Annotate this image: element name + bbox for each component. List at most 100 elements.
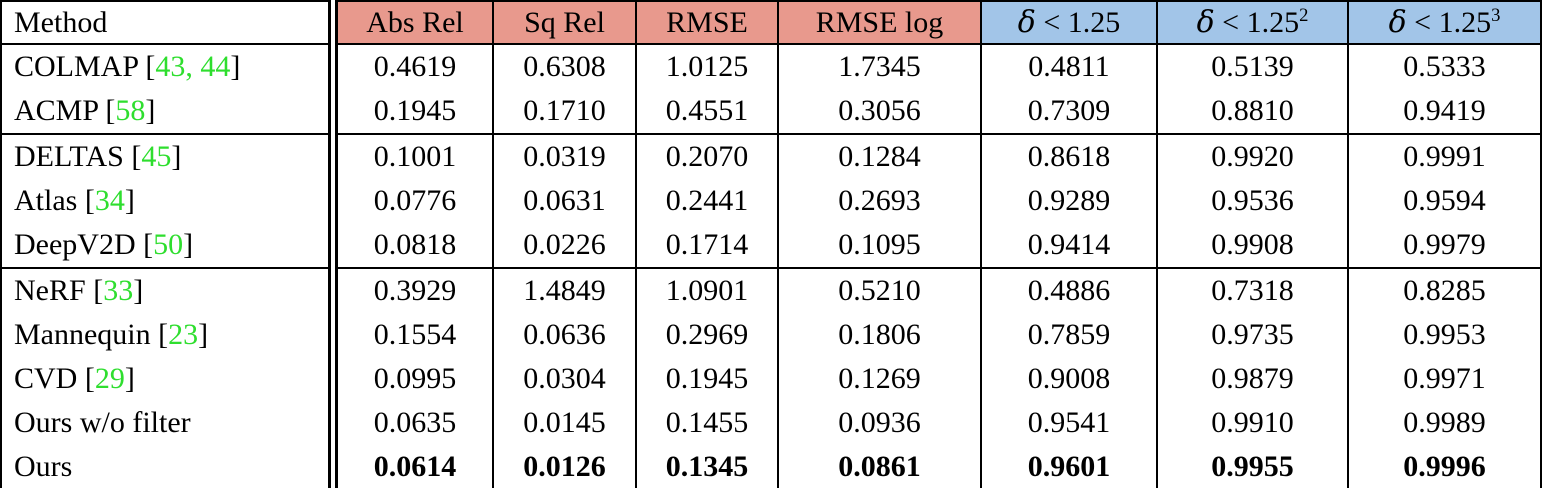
method-name: Mannequin xyxy=(14,318,151,351)
metric-value-cell: 0.4619 xyxy=(332,44,493,89)
metric-value-cell: 0.9908 xyxy=(1156,223,1348,268)
metric-value-cell: 0.9414 xyxy=(980,223,1157,268)
metric-value-cell: 0.0818 xyxy=(332,223,493,268)
column-header-method: Method xyxy=(1,1,338,45)
metric-value-cell: 0.4886 xyxy=(980,267,1157,313)
metric-value-cell: 1.7345 xyxy=(777,44,981,89)
metric-value-cell: 0.1001 xyxy=(332,133,493,179)
metric-value-cell: 0.3056 xyxy=(777,89,981,134)
citation-reference: 23 xyxy=(168,318,199,351)
metric-value-cell: 0.0995 xyxy=(332,357,493,401)
method-cell: Ours xyxy=(1,445,338,488)
citation-reference: 50 xyxy=(153,228,184,261)
metric-value-cell: 0.1945 xyxy=(332,89,493,134)
method-cell: ACMP [58] xyxy=(1,89,338,134)
metric-value-cell: 0.1269 xyxy=(777,357,981,401)
column-header-accuracy-metric: δ < 1.253 xyxy=(1347,1,1541,45)
column-header-error-metric: RMSE log xyxy=(777,1,981,45)
table-row: COLMAP [43, 44] 0.4619 0.6308 1.0125 1.7345 0… xyxy=(1,44,1541,89)
metric-value-cell: 0.0776 xyxy=(332,179,493,223)
metric-value-cell: 0.9541 xyxy=(980,401,1157,445)
metric-value-cell: 0.9735 xyxy=(1156,313,1348,357)
method-cell: Atlas [34] xyxy=(1,179,338,223)
table-header: Method Abs Rel Sq Rel RMSE RMSE log δ < 1.25 δ… xyxy=(1,1,1541,45)
table-row: Mannequin [23] 0.1554 0.0636 0.2969 0.1806 0.… xyxy=(1,313,1541,357)
metric-value-cell: 0.1284 xyxy=(777,133,981,179)
citation-reference: 33 xyxy=(103,274,134,307)
metric-value-cell: 0.0614 xyxy=(332,445,493,488)
column-header-error-metric: RMSE xyxy=(635,1,778,45)
method-name: Ours xyxy=(14,450,73,483)
method-cell: Mannequin [23] xyxy=(1,313,338,357)
method-name: Atlas xyxy=(14,184,78,217)
metric-value-cell: 0.2969 xyxy=(635,313,778,357)
metric-value-cell: 0.1455 xyxy=(635,401,778,445)
metric-value-cell: 0.9989 xyxy=(1347,401,1541,445)
method-name: COLMAP xyxy=(14,50,138,83)
metric-value-cell: 1.0125 xyxy=(635,44,778,89)
metric-value-cell: 0.3929 xyxy=(332,267,493,313)
metric-value-cell: 0.9601 xyxy=(980,445,1157,488)
metric-value-cell: 0.1714 xyxy=(635,223,778,268)
metric-value-cell: 0.0631 xyxy=(492,179,636,223)
metric-value-cell: 0.0635 xyxy=(332,401,493,445)
table-body: COLMAP [43, 44] 0.4619 0.6308 1.0125 1.7345 0… xyxy=(1,44,1541,488)
method-name: CVD xyxy=(14,362,78,395)
metric-value-cell: 0.1945 xyxy=(635,357,778,401)
column-header-accuracy-metric: δ < 1.25 xyxy=(980,1,1157,45)
metric-value-cell: 0.7318 xyxy=(1156,267,1348,313)
metric-value-cell: 0.0319 xyxy=(492,133,636,179)
metric-value-cell: 0.9996 xyxy=(1347,445,1541,488)
method-cell: CVD [29] xyxy=(1,357,338,401)
table-row: DeepV2D [50] 0.0818 0.0226 0.1714 0.1095 0.94… xyxy=(1,223,1541,268)
metric-value-cell: 0.9953 xyxy=(1347,313,1541,357)
metric-value-cell: 0.8810 xyxy=(1156,89,1348,134)
table-row: Ours w/o filter 0.0635 0.0145 0.1455 0.0936 0… xyxy=(1,401,1541,445)
metric-value-cell: 0.4811 xyxy=(980,44,1157,89)
metric-value-cell: 0.5333 xyxy=(1347,44,1541,89)
metric-value-cell: 0.9979 xyxy=(1347,223,1541,268)
metric-value-cell: 0.1095 xyxy=(777,223,981,268)
metric-value-cell: 0.9920 xyxy=(1156,133,1348,179)
citation-reference: 58 xyxy=(115,94,146,127)
metric-value-cell: 0.0304 xyxy=(492,357,636,401)
column-header-error-metric: Sq Rel xyxy=(492,1,636,45)
metric-value-cell: 0.2693 xyxy=(777,179,981,223)
delta-symbol: δ xyxy=(1017,5,1036,40)
metric-value-cell: 0.9971 xyxy=(1347,357,1541,401)
metric-value-cell: 0.0636 xyxy=(492,313,636,357)
delta-symbol: δ xyxy=(1196,5,1215,40)
method-cell: DELTAS [45] xyxy=(1,133,338,179)
metric-value-cell: 0.0936 xyxy=(777,401,981,445)
exponent: 2 xyxy=(1299,5,1309,26)
metric-value-cell: 0.0126 xyxy=(492,445,636,488)
method-name: DeepV2D xyxy=(14,228,136,261)
metric-value-cell: 0.0861 xyxy=(777,445,981,488)
metric-value-cell: 0.5210 xyxy=(777,267,981,313)
metric-value-cell: 0.9991 xyxy=(1347,133,1541,179)
metric-value-cell: 0.7859 xyxy=(980,313,1157,357)
column-header-error-metric: Abs Rel xyxy=(332,1,493,45)
method-cell: NeRF [33] xyxy=(1,267,338,313)
table-row: CVD [29] 0.0995 0.0304 0.1945 0.1269 0.9008 0.… xyxy=(1,357,1541,401)
metric-value-cell: 0.9955 xyxy=(1156,445,1348,488)
metric-value-cell: 0.9879 xyxy=(1156,357,1348,401)
method-cell: COLMAP [43, 44] xyxy=(1,44,338,89)
method-name: DELTAS xyxy=(14,140,124,173)
metric-value-cell: 0.0226 xyxy=(492,223,636,268)
citation-reference: 34 xyxy=(94,184,125,217)
metric-value-cell: 1.0901 xyxy=(635,267,778,313)
table-row: ACMP [58] 0.1945 0.1710 0.4551 0.3056 0.7309 0… xyxy=(1,89,1541,134)
table-row: NeRF [33] 0.3929 1.4849 1.0901 0.5210 0.4886 0… xyxy=(1,267,1541,313)
metric-value-cell: 0.6308 xyxy=(492,44,636,89)
metric-value-cell: 0.1554 xyxy=(332,313,493,357)
metric-value-cell: 0.7309 xyxy=(980,89,1157,134)
method-cell: Ours w/o filter xyxy=(1,401,338,445)
metric-value-cell: 0.8618 xyxy=(980,133,1157,179)
method-name: NeRF xyxy=(14,274,86,307)
metric-value-cell: 0.2441 xyxy=(635,179,778,223)
header-row: Method Abs Rel Sq Rel RMSE RMSE log δ < 1.25 δ… xyxy=(1,1,1541,45)
metric-value-cell: 0.2070 xyxy=(635,133,778,179)
metric-value-cell: 0.1710 xyxy=(492,89,636,134)
